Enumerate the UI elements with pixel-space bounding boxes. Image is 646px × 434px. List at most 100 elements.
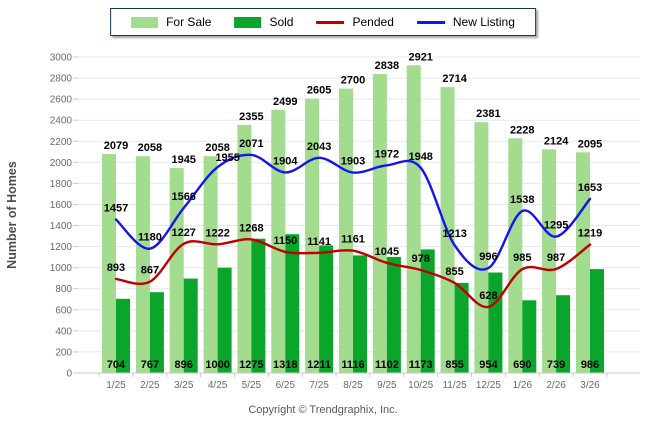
label-pended: 985	[513, 252, 531, 264]
label-pended: 1141	[307, 236, 331, 248]
label-sold: 1173	[409, 359, 433, 371]
x-tick-label: 6/25	[276, 380, 296, 391]
x-tick-label: 11/25	[442, 380, 467, 391]
x-tick-label: 12/25	[476, 380, 501, 391]
label-new-listing: 1538	[510, 194, 534, 206]
pended-line-swatch-icon	[316, 20, 345, 24]
label-new-listing: 1948	[408, 151, 432, 163]
bar-sold	[522, 300, 537, 373]
bar-for-sale	[102, 154, 116, 373]
label-sold: 1116	[341, 359, 364, 371]
label-sold: 1211	[307, 359, 331, 371]
label-new-listing: 1213	[442, 228, 466, 240]
bar-sold	[420, 249, 435, 373]
legend-item-pended: Pended	[316, 15, 394, 29]
label-new-listing: 1904	[273, 155, 298, 167]
bar-sold	[590, 269, 604, 373]
label-for-sale: 2124	[544, 135, 569, 147]
y-tick-label: 200	[55, 347, 72, 358]
y-tick-label: 2000	[50, 158, 73, 169]
y-tick-label: 400	[55, 326, 72, 337]
x-tick-label: 1/26	[513, 380, 533, 391]
bar-for-sale	[474, 122, 489, 373]
bar-for-sale	[508, 138, 523, 373]
x-tick-label: 10/25	[408, 380, 433, 391]
label-sold: 855	[445, 359, 463, 371]
y-tick-label: 3000	[50, 53, 73, 64]
label-pended: 893	[107, 262, 125, 274]
y-axis-title: Number of Homes	[5, 161, 19, 269]
y-tick-label: 1800	[50, 179, 73, 190]
bar-sold	[386, 256, 401, 373]
label-for-sale: 2355	[239, 111, 263, 123]
legend-label-new-listing: New Listing	[452, 15, 515, 29]
label-new-listing: 1566	[171, 191, 195, 203]
label-pended: 628	[479, 290, 497, 302]
legend-label-pended: Pended	[352, 15, 394, 29]
label-pended: 867	[141, 265, 159, 277]
legend-item-sold: Sold	[234, 15, 293, 29]
label-for-sale: 2838	[375, 60, 399, 72]
label-sold: 1318	[273, 359, 297, 371]
new-listing-line	[114, 153, 592, 271]
bar-for-sale	[169, 168, 184, 373]
y-tick-label: 2600	[50, 95, 73, 106]
label-sold: 1000	[205, 359, 229, 371]
y-tick-label: 1200	[50, 242, 73, 253]
label-new-listing: 1180	[138, 232, 162, 244]
label-sold: 704	[107, 359, 126, 371]
bar-sold	[285, 234, 300, 373]
label-pended: 1045	[375, 246, 399, 258]
bar-sold	[183, 278, 198, 373]
bar-for-sale	[576, 152, 590, 373]
bar-for-sale	[542, 149, 557, 373]
label-new-listing: 1955	[215, 152, 239, 164]
label-new-listing: 996	[479, 251, 497, 263]
label-new-listing: 1457	[104, 203, 128, 215]
label-pended: 1227	[171, 227, 195, 239]
x-tick-label: 5/25	[242, 380, 262, 391]
label-for-sale: 2605	[307, 85, 331, 97]
bar-for-sale	[339, 88, 353, 373]
y-tick-label: 1400	[50, 221, 73, 232]
label-new-listing: 2043	[307, 141, 331, 153]
bar-for-sale	[203, 156, 218, 373]
legend: For Sale Sold Pended New Listing	[110, 8, 536, 36]
y-tick-label: 2800	[50, 74, 73, 85]
legend-label-for-sale: For Sale	[166, 15, 212, 29]
label-pended: 1222	[205, 227, 229, 239]
label-sold: 954	[479, 359, 498, 371]
bar-for-sale	[372, 74, 387, 373]
label-sold: 986	[581, 359, 599, 371]
bar-sold	[217, 267, 232, 373]
label-for-sale: 2714	[442, 73, 467, 85]
y-tick-label: 600	[55, 305, 72, 316]
new-listing-line-swatch-icon	[416, 20, 445, 24]
y-tick-label: 2200	[50, 137, 73, 148]
label-new-listing: 1972	[375, 148, 399, 160]
bar-for-sale	[406, 65, 421, 374]
x-tick-label: 7/25	[309, 380, 329, 391]
bar-sold	[556, 295, 571, 373]
x-tick-label: 3/25	[174, 380, 194, 391]
bar-for-sale	[271, 109, 286, 374]
bar-sold	[149, 292, 164, 373]
label-for-sale: 2058	[205, 142, 229, 154]
label-new-listing: 2071	[239, 138, 263, 150]
sold-swatch-icon	[234, 16, 262, 28]
label-pended: 978	[412, 253, 430, 265]
label-sold: 690	[513, 359, 531, 371]
x-tick-label: 9/25	[377, 380, 397, 391]
for-sale-swatch-icon	[131, 16, 159, 28]
bar-sold	[319, 245, 334, 373]
x-tick-label: 2/25	[140, 380, 160, 391]
copyright-text: Copyright © Trendgraphix, Inc.	[248, 404, 398, 416]
label-for-sale: 2079	[104, 140, 128, 152]
pended-line	[114, 238, 592, 309]
label-new-listing: 1903	[341, 156, 365, 168]
bar-sold	[116, 298, 130, 373]
label-pended: 987	[547, 252, 565, 264]
label-pended: 1219	[578, 228, 602, 240]
